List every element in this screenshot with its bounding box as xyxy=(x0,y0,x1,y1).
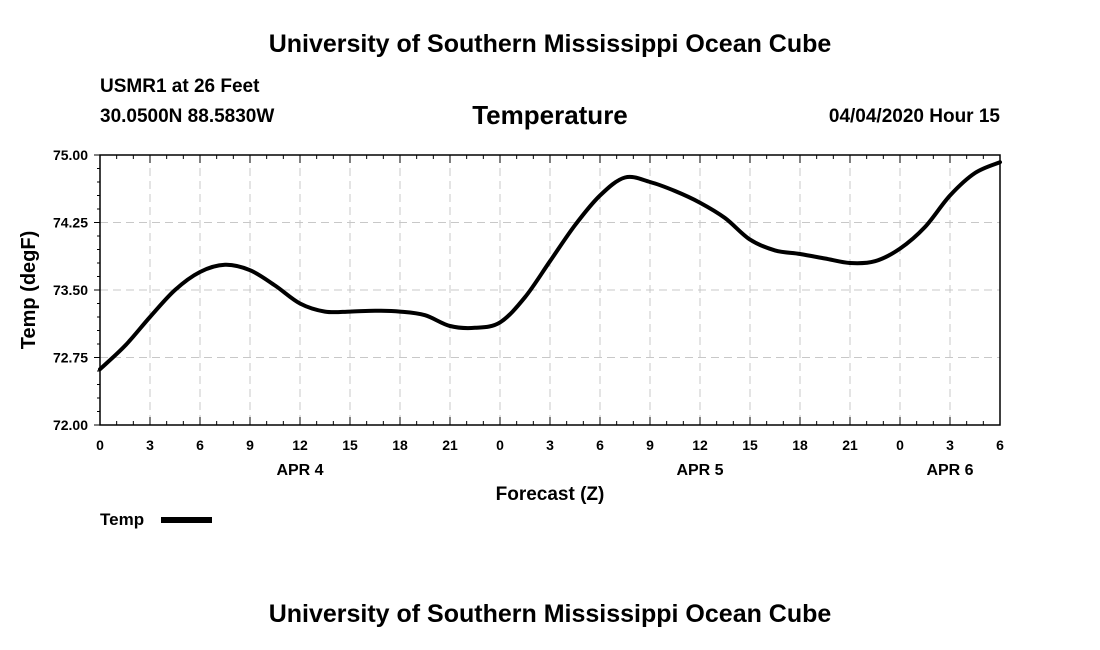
x-tick-label: 12 xyxy=(692,437,708,453)
x-tick-label: 6 xyxy=(596,437,604,453)
x-tick-label: 9 xyxy=(646,437,654,453)
y-tick-label: 75.00 xyxy=(53,147,88,163)
x-tick-label: 3 xyxy=(146,437,154,453)
date-label: APR 5 xyxy=(676,462,723,479)
x-tick-label: 12 xyxy=(292,437,308,453)
x-tick-label: 21 xyxy=(842,437,858,453)
coordinates-label: 30.0500N 88.5830W xyxy=(100,106,275,127)
x-axis-title: Forecast (Z) xyxy=(496,484,605,505)
y-tick-label: 72.00 xyxy=(53,417,88,433)
main-title: University of Southern Mississippi Ocean… xyxy=(268,30,832,58)
x-tick-label: 3 xyxy=(546,437,554,453)
x-tick-label: 6 xyxy=(996,437,1004,453)
x-tick-label: 0 xyxy=(496,437,504,453)
datetime-label: 04/04/2020 Hour 15 xyxy=(828,106,1000,127)
x-tick-label: 3 xyxy=(946,437,954,453)
legend-label: Temp xyxy=(100,510,144,529)
axis-ticks xyxy=(94,154,1001,426)
axis-labels: 0 3 6 9 12 15 18 21 0 3 6 9 12 15 18 21 0 3 6 72.00 72.75 73.… xyxy=(53,147,1004,479)
x-tick-label: 6 xyxy=(196,437,204,453)
chart-title: Temperature xyxy=(472,100,628,130)
y-tick-label: 74.25 xyxy=(53,215,88,231)
date-label: APR 4 xyxy=(276,462,323,479)
y-tick-label: 72.75 xyxy=(53,350,88,366)
date-label: APR 6 xyxy=(926,462,973,479)
x-tick-label: 9 xyxy=(246,437,254,453)
station-label: USMR1 at 26 Feet xyxy=(100,76,260,97)
x-tick-label: 21 xyxy=(442,437,458,453)
x-tick-label: 15 xyxy=(342,437,358,453)
grid xyxy=(100,155,1000,425)
y-axis-title: Temp (degF) xyxy=(18,231,40,350)
x-tick-label: 0 xyxy=(896,437,904,453)
x-tick-label: 0 xyxy=(96,437,104,453)
y-tick-label: 73.50 xyxy=(53,282,88,298)
x-tick-label: 18 xyxy=(792,437,808,453)
footer-title: University of Southern Mississippi Ocean… xyxy=(268,600,832,628)
x-tick-label: 15 xyxy=(742,437,758,453)
x-tick-label: 18 xyxy=(392,437,408,453)
temp-series-line xyxy=(98,160,1002,372)
